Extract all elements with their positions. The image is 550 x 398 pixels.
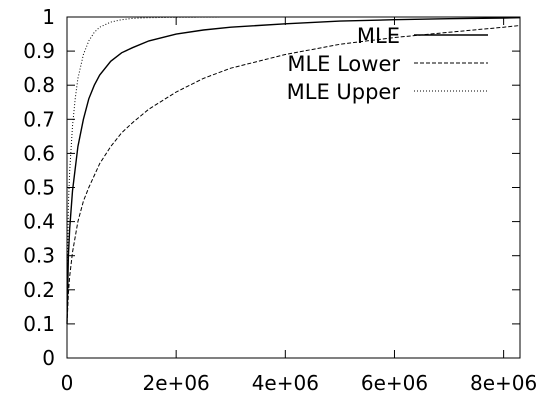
legend-label: MLE Lower (287, 52, 400, 76)
y-tick-label: 0.9 (23, 39, 55, 63)
y-tick-label: 0.7 (23, 107, 55, 131)
y-tick-label: 0.1 (23, 312, 55, 336)
x-tick-label: 2e+06 (143, 371, 210, 395)
y-tick-label: 0.5 (23, 176, 55, 200)
legend-label: MLE Upper (287, 80, 401, 104)
x-tick-label: 8e+06 (470, 371, 537, 395)
y-axis: 0 0.1 0.2 0.3 0.4 0.5 0.6 0.7 0.8 0.9 1 (23, 5, 520, 370)
x-tick-label: 0 (61, 371, 74, 395)
y-tick-label: 0.6 (23, 141, 55, 165)
y-tick-label: 0 (42, 346, 55, 370)
legend: MLE MLE Lower MLE Upper (287, 24, 488, 104)
y-tick-label: 0.2 (23, 278, 55, 302)
series-line-0 (66, 17, 521, 324)
x-tick-label: 4e+06 (252, 371, 319, 395)
y-tick-label: 1 (42, 5, 55, 29)
y-tick-label: 0.8 (23, 73, 55, 97)
plot-frame (66, 16, 521, 359)
y-tick-label: 0.4 (23, 210, 55, 234)
series-line-1 (66, 25, 521, 324)
x-tick-label: 6e+06 (361, 371, 428, 395)
y-tick-label: 0.3 (23, 244, 55, 268)
legend-label: MLE (357, 24, 400, 48)
